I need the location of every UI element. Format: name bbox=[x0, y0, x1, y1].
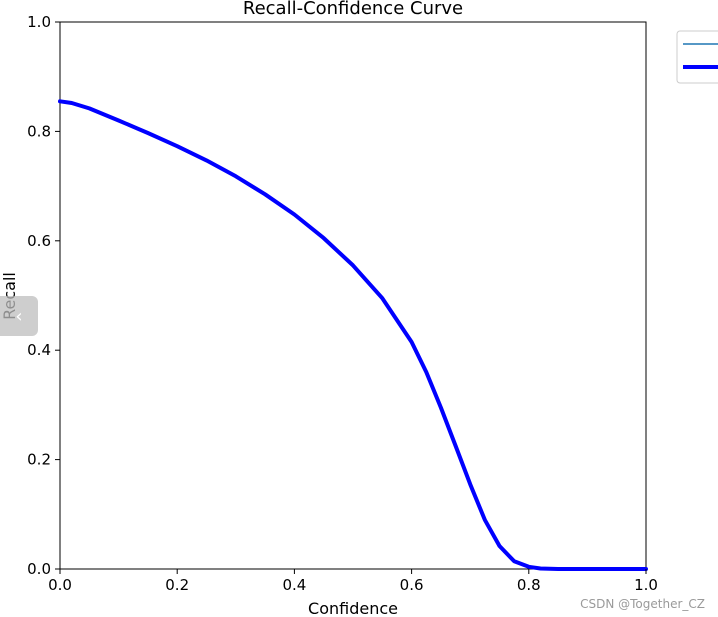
chart-title: Recall-Confidence Curve bbox=[243, 0, 463, 19]
x-axis-title: Confidence bbox=[308, 599, 398, 617]
x-tick-label: 0.4 bbox=[282, 576, 306, 594]
legend-box bbox=[676, 30, 718, 84]
y-tick-label: 0.4 bbox=[27, 341, 51, 359]
legend bbox=[676, 30, 718, 84]
y-tick-label: 0.2 bbox=[27, 451, 51, 469]
x-tick-label: 0.0 bbox=[48, 576, 72, 594]
y-tick-label: 0.0 bbox=[27, 560, 51, 578]
series-line-2 bbox=[58, 99, 648, 571]
series-layer bbox=[58, 99, 648, 571]
x-axis-ticks: 0.0 0.2 0.4 0.6 0.8 1.0 bbox=[48, 569, 658, 594]
plot-area bbox=[59, 21, 647, 570]
chevron-left-icon: ‹ bbox=[15, 305, 23, 327]
x-tick-label: 0.2 bbox=[165, 576, 189, 594]
x-tick-label: 0.6 bbox=[400, 576, 424, 594]
previous-button[interactable]: ‹ bbox=[0, 296, 38, 336]
y-tick-label: 0.6 bbox=[27, 232, 51, 250]
y-tick-label: 0.8 bbox=[27, 122, 51, 140]
watermark-text: CSDN @Together_CZ bbox=[580, 597, 705, 611]
y-tick-label: 1.0 bbox=[27, 13, 51, 31]
x-tick-label: 0.8 bbox=[517, 576, 541, 594]
x-tick-label: 1.0 bbox=[634, 576, 658, 594]
y-axis-ticks: 0.0 0.2 0.4 0.6 0.8 1.0 bbox=[27, 13, 60, 578]
